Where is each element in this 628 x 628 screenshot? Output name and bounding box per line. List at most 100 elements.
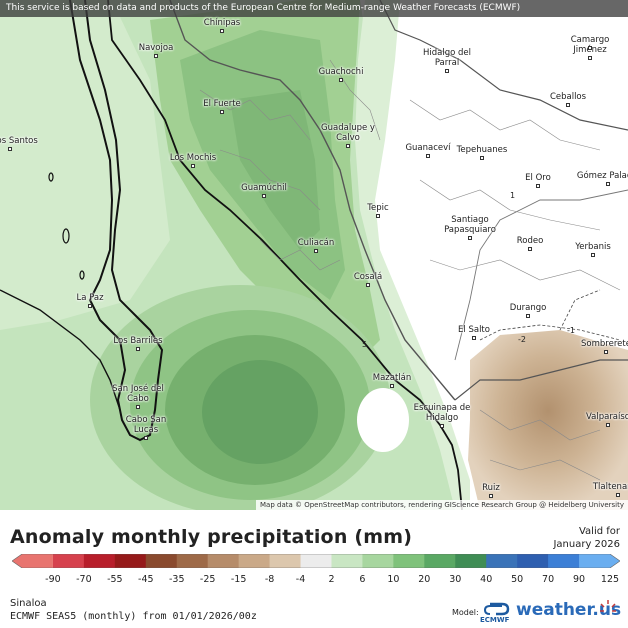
colorbar-tick-label: -70 — [76, 574, 92, 585]
city-label: El Fuerte — [203, 99, 241, 109]
colorbar-segment — [517, 554, 549, 568]
colorbar — [12, 554, 620, 568]
city-marker — [489, 494, 493, 498]
weather-us-brand[interactable]: weather.us — [516, 600, 622, 620]
city-label: Guachochi — [318, 67, 364, 77]
colorbar-segment — [52, 554, 85, 568]
colorbar-tick-label: -8 — [264, 574, 275, 585]
contour-value-label: 5 — [362, 340, 368, 349]
city-label: Valparaíso — [585, 412, 628, 422]
city-label: Escuinapa de Hidalgo — [413, 403, 471, 423]
colorbar-tick-label: 50 — [511, 574, 524, 585]
city-marker — [88, 304, 92, 308]
city-label: Guamúchil — [241, 183, 287, 193]
city-label: Culiacán — [297, 238, 335, 248]
city-label: Ceballos — [549, 92, 587, 102]
city-marker — [606, 423, 610, 427]
colorbar-tick-label: -15 — [230, 574, 247, 585]
colorbar-tick-label: -4 — [295, 574, 306, 585]
city-marker — [220, 29, 224, 33]
city-label: Durango — [509, 303, 547, 313]
city-marker — [136, 405, 140, 409]
map-title: Anomaly monthly precipitation (mm) — [10, 526, 413, 548]
city-marker — [262, 194, 266, 198]
city-marker — [8, 147, 12, 151]
city-label: Santiago Papasquiaro — [444, 215, 496, 235]
colorbar-segment — [238, 554, 271, 568]
city-marker — [616, 493, 620, 497]
city-marker — [604, 350, 608, 354]
city-marker — [191, 164, 195, 168]
colorbar-segment — [207, 554, 240, 568]
city-label: Tepehuanes — [456, 145, 508, 155]
city-label: Navojoa — [138, 43, 174, 53]
city-marker — [528, 247, 532, 251]
city-marker — [339, 78, 343, 82]
colorbar-tick-label: -25 — [199, 574, 216, 585]
city-marker — [314, 249, 318, 253]
city-label: Mazatlán — [372, 373, 412, 383]
city-marker — [390, 384, 394, 388]
sun-logo-icon — [600, 600, 616, 612]
colorbar-segment — [331, 554, 363, 568]
colorbar-segment — [145, 554, 178, 568]
colorbar-segment — [114, 554, 147, 568]
city-marker — [376, 214, 380, 218]
colorbar-segment — [362, 554, 394, 568]
ecmwf-logo-icon — [483, 602, 510, 616]
legend-panel: Anomaly monthly precipitation (mm) Valid… — [0, 510, 628, 628]
colorbar-tick-label: 90 — [573, 574, 586, 585]
model-run-info: ECMWF SEAS5 (monthly) from 01/01/2026/00… — [10, 611, 257, 622]
valid-date-value: January 2026 — [553, 539, 620, 550]
city-label: San José del Cabo — [112, 384, 164, 404]
city-label: Sombrerete — [581, 339, 628, 349]
city-label: Cabo San Lucas — [125, 415, 167, 435]
city-label: Yerbanis — [575, 242, 611, 252]
contour-value-label: -2 — [518, 335, 526, 344]
region-name: Sinaloa — [10, 598, 47, 609]
city-marker — [426, 154, 430, 158]
city-marker — [136, 347, 140, 351]
city-marker — [445, 69, 449, 73]
colorbar-segment — [176, 554, 209, 568]
city-marker — [468, 236, 472, 240]
city-label: El Salto — [458, 325, 490, 335]
city-marker — [346, 144, 350, 148]
city-label: Tepic — [367, 203, 389, 213]
city-marker — [526, 314, 530, 318]
city-label: La Paz — [76, 293, 104, 303]
city-label: Cosalá — [353, 272, 383, 282]
colorbar-tick-label: -90 — [45, 574, 61, 585]
city-label: Tlaltenango — [592, 482, 628, 492]
colorbar-segment — [300, 554, 332, 568]
city-label: Hidalgo del Parral — [422, 48, 471, 68]
valid-label: Valid for — [578, 526, 620, 537]
colorbar-segment — [455, 554, 487, 568]
colorbar-tick-label: -55 — [107, 574, 123, 585]
colorbar-tick-label: 70 — [542, 574, 555, 585]
colorbar-tick-label: 20 — [418, 574, 431, 585]
city-label: Todos Santos — [0, 136, 38, 146]
valid-date: Valid for January 2026 — [553, 525, 620, 551]
colorbar-segment — [424, 554, 456, 568]
contour-value-label: 1 — [510, 191, 516, 200]
colorbar-tick-label: -45 — [138, 574, 154, 585]
city-label: Guadalupe y Calvo — [321, 123, 375, 143]
map-attribution[interactable]: Map data © OpenStreetMap contributors, r… — [256, 500, 628, 510]
colorbar-tick-label: -35 — [168, 574, 185, 585]
forecast-map[interactable]: This service is based on data and produc… — [0, 0, 628, 510]
city-label: El Oro — [525, 173, 551, 183]
city-marker — [588, 56, 592, 60]
city-label: Gómez Palacio — [576, 171, 628, 181]
ecmwf-notice: This service is based on data and produc… — [0, 0, 628, 17]
city-marker — [440, 424, 444, 428]
city-marker — [591, 253, 595, 257]
city-marker — [472, 336, 476, 340]
city-marker — [606, 182, 610, 186]
colorbar-tick-label: 40 — [480, 574, 493, 585]
city-label: Camargo — [570, 35, 610, 45]
city-marker — [366, 283, 370, 287]
city-label: Los Mochis — [169, 153, 217, 163]
city-label: Los Barriles — [113, 336, 163, 346]
contour-value-label: -1 — [567, 326, 575, 335]
